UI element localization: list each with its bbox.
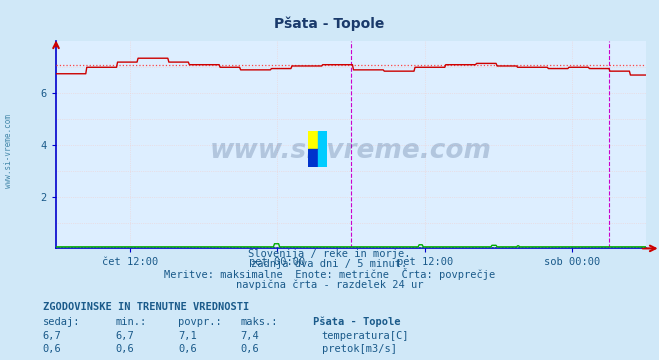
Text: 0,6: 0,6 <box>43 344 61 354</box>
Text: 7,1: 7,1 <box>178 331 196 341</box>
Bar <box>308 131 318 149</box>
Bar <box>308 149 318 167</box>
Text: Meritve: maksimalne  Enote: metrične  Črta: povprečje: Meritve: maksimalne Enote: metrične Črta… <box>164 267 495 280</box>
Text: maks.:: maks.: <box>241 318 278 328</box>
Text: 6,7: 6,7 <box>115 331 134 341</box>
Text: www.si-vreme.com: www.si-vreme.com <box>210 138 492 164</box>
Bar <box>318 131 327 149</box>
Text: min.:: min.: <box>115 318 146 328</box>
Text: zadnja dva dni / 5 minut.: zadnja dva dni / 5 minut. <box>251 260 408 270</box>
Text: ZGODOVINSKE IN TRENUTNE VREDNOSTI: ZGODOVINSKE IN TRENUTNE VREDNOSTI <box>43 302 249 312</box>
Text: 0,6: 0,6 <box>178 344 196 354</box>
Bar <box>318 149 327 167</box>
Text: 6,7: 6,7 <box>43 331 61 341</box>
Text: 7,4: 7,4 <box>241 331 259 341</box>
Text: Pšata - Topole: Pšata - Topole <box>274 16 385 31</box>
Text: www.si-vreme.com: www.si-vreme.com <box>4 114 13 188</box>
Text: Slovenija / reke in morje.: Slovenija / reke in morje. <box>248 249 411 260</box>
Text: sedaj:: sedaj: <box>43 318 80 328</box>
Text: temperatura[C]: temperatura[C] <box>322 331 409 341</box>
Text: Pšata - Topole: Pšata - Topole <box>313 317 401 328</box>
Text: navpična črta - razdelek 24 ur: navpična črta - razdelek 24 ur <box>236 279 423 290</box>
Text: pretok[m3/s]: pretok[m3/s] <box>322 344 397 354</box>
Text: 0,6: 0,6 <box>241 344 259 354</box>
Text: povpr.:: povpr.: <box>178 318 221 328</box>
Text: 0,6: 0,6 <box>115 344 134 354</box>
